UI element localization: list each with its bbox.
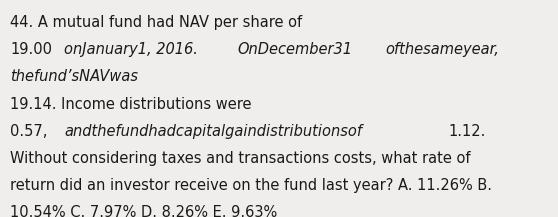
Text: 1.12.: 1.12.	[449, 124, 486, 139]
Text: ofthesameyear,: ofthesameyear,	[386, 42, 499, 57]
Text: 19.00: 19.00	[10, 42, 52, 57]
Text: onJanuary1, 2016.: onJanuary1, 2016.	[64, 42, 198, 57]
Text: 0.57,: 0.57,	[10, 124, 52, 139]
Text: 10.54% C. 7.97% D. 8.26% E. 9.63%: 10.54% C. 7.97% D. 8.26% E. 9.63%	[10, 205, 277, 217]
Text: Without considering taxes and transactions costs, what rate of: Without considering taxes and transactio…	[10, 151, 470, 166]
Text: 19.14. Income distributions were: 19.14. Income distributions were	[10, 97, 252, 112]
Text: OnDecember31: OnDecember31	[237, 42, 352, 57]
Text: andthefundhadcapitalgaindistributionsof: andthefundhadcapitalgaindistributionsof	[64, 124, 362, 139]
Text: thefund’sNAVwas: thefund’sNAVwas	[10, 69, 138, 84]
Text: 44. A mutual fund had NAV per share of: 44. A mutual fund had NAV per share of	[10, 15, 302, 30]
Text: return did an investor receive on the fund last year? A. 11.26% B.: return did an investor receive on the fu…	[10, 178, 492, 193]
